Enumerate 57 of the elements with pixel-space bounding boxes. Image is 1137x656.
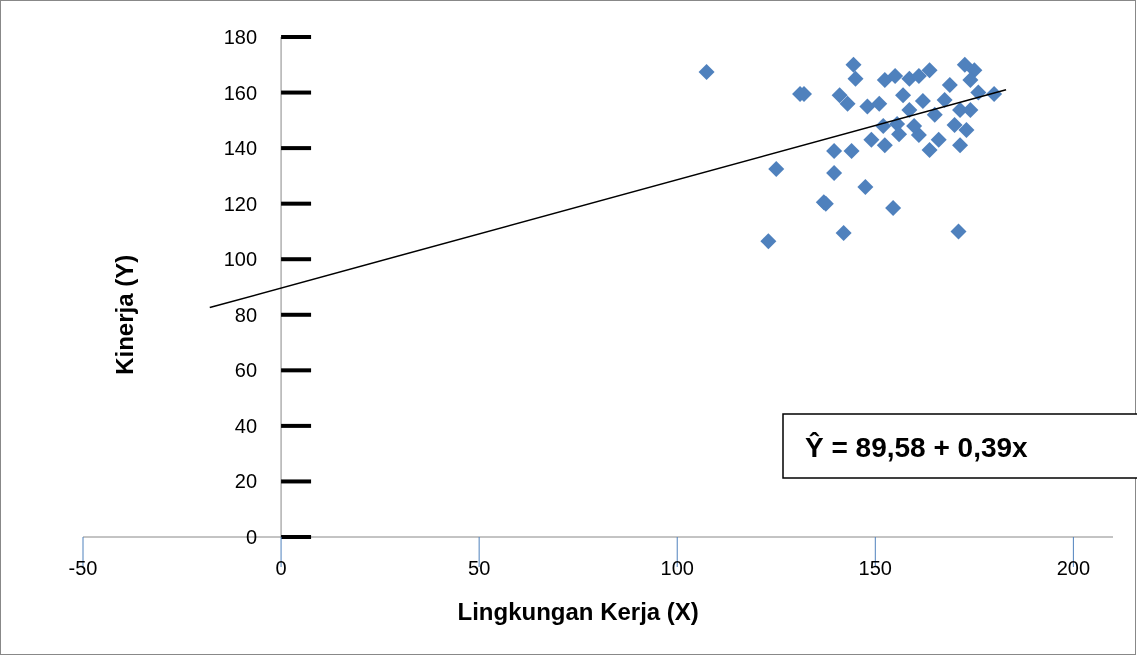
point (887, 67, 904, 84)
point (835, 225, 852, 242)
x-axis-title: Lingkungan Kerja (X) (457, 598, 699, 625)
y-tick-label: 140 (223, 137, 258, 160)
y-tick-label: 60 (234, 359, 258, 382)
point (906, 117, 923, 134)
point (876, 72, 893, 89)
point (958, 122, 975, 139)
y-tick-label: 40 (234, 414, 258, 437)
point (910, 67, 927, 84)
x-tick-label: -50 (68, 557, 98, 579)
point (760, 233, 777, 250)
point (962, 72, 979, 89)
point (831, 87, 848, 104)
y-tick-label: 180 (223, 26, 258, 48)
point (946, 117, 963, 134)
y-tick-label: 160 (223, 81, 258, 104)
x-tick-label: 0 (275, 557, 287, 579)
x-tick-label: 50 (468, 557, 491, 579)
point (876, 137, 893, 154)
point (826, 142, 843, 159)
x-tick-label: 150 (858, 557, 892, 579)
point (826, 165, 843, 182)
point (936, 92, 953, 109)
point (698, 64, 715, 80)
point (970, 84, 987, 101)
x-tick-label: 200 (1056, 557, 1091, 579)
point (863, 131, 880, 148)
point (956, 56, 973, 73)
point (921, 62, 938, 79)
point (921, 142, 938, 159)
point (871, 95, 888, 112)
point (843, 142, 860, 159)
point (839, 95, 856, 112)
y-tick-label: 80 (234, 303, 258, 326)
point (914, 92, 931, 109)
point (901, 102, 918, 119)
point (859, 98, 876, 115)
point (847, 70, 864, 87)
y-tick-label: 100 (223, 248, 258, 271)
point (857, 179, 874, 195)
point (895, 87, 912, 104)
point (930, 131, 947, 148)
y-tick-label: 20 (234, 470, 258, 493)
y-tick-label: 0 (245, 526, 258, 548)
point (768, 160, 785, 177)
point (891, 126, 908, 143)
point (926, 106, 943, 123)
point (950, 223, 967, 240)
annotation: Ŷ = 89,58 + 0,39x (805, 432, 1029, 463)
point (952, 137, 969, 154)
y-tick-label: 120 (223, 192, 258, 215)
point (885, 200, 902, 217)
point (941, 77, 958, 94)
point (845, 56, 862, 73)
x-tick-label: 100 (660, 557, 694, 579)
y-axis-title: Kinerja (Y) (111, 254, 138, 375)
